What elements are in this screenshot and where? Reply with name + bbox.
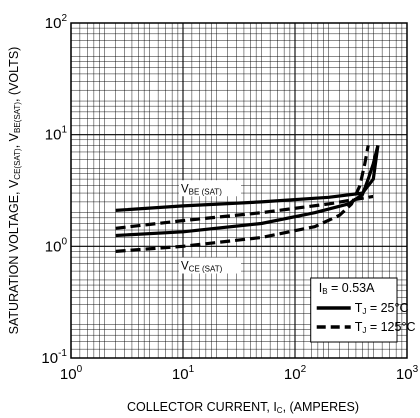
y-tick-exp: -1 [58,348,67,359]
y-axis-title-p2: , V [7,132,21,148]
legend-entry-125c: TJ = 125°C [355,320,416,335]
x-axis-title-sub: C [277,406,283,415]
plot-frame [70,22,408,359]
legend-condition-sub: B [322,287,327,296]
x-axis-title-tail: , (AMPERES) [283,400,359,414]
legend-background [310,277,398,343]
y-tick-base: 10 [41,350,58,367]
y-tick-label: 100 [45,236,68,255]
vce-sat-dashed-line [115,145,370,253]
x-tick-base: 10 [284,366,301,383]
y-tick-exp: 2 [61,13,67,24]
series-group [115,145,380,253]
y-tick-label: 101 [45,125,68,144]
legend-condition-main: I [319,281,322,295]
y-axis-title-s1: CE(SAT) [13,148,22,180]
y-tick-exp: 1 [61,125,67,136]
y-tick-label: 10-1 [41,348,67,367]
vbe-label-main: V [181,183,189,195]
x-tick-exp: 1 [189,364,195,375]
legend-entry-25c-main: T [355,301,363,315]
legend-entry-125c-tail: = 125°C [366,320,415,334]
vbe-sat-solid-line [115,145,380,212]
vce-label-sub: CE (SAT) [189,265,223,274]
y-axis-title-p1: SATURATION VOLTAGE, V [7,179,21,334]
x-tick-exp: 2 [301,364,307,375]
x-axis-title-main: COLLECTOR CURRENT, I [127,400,277,414]
legend: IB = 0.53A TJ = 25°C TJ = 125°C [310,277,416,343]
vbe-label-sub: BE (SAT) [189,187,223,196]
legend-condition: IB = 0.53A [319,281,375,296]
x-tick-exp: 0 [77,364,83,375]
legend-condition-tail: = 0.53A [328,281,376,295]
y-axis-title-p3: , (VOLTS) [7,47,21,102]
legend-entry-125c-sub: J [362,326,366,335]
legend-entry-25c-tail: = 25°C [366,301,408,315]
vce-sat-solid-line [115,145,380,238]
x-axis-title: COLLECTOR CURRENT, IC, (AMPERES) [127,400,359,415]
x-tick-label: 103 [396,364,419,383]
vce-sat-label: VCE (SAT) [181,261,223,274]
vce-label-main: V [181,261,189,273]
y-tick-base: 10 [45,15,62,32]
x-tick-exp: 3 [413,364,419,375]
x-tick-base: 10 [396,366,413,383]
legend-entry-25c-sub: J [362,307,366,316]
vbe-sat-dashed-line [115,194,374,230]
y-axis-title: SATURATION VOLTAGE, VCE(SAT), VBE(SAT), … [7,47,22,335]
y-tick-base: 10 [45,127,62,144]
y-axis-title-s2: BE(SAT) [13,102,22,133]
legend-entry-125c-main: T [355,320,363,334]
x-tick-label: 102 [284,364,307,383]
x-tick-base: 10 [172,366,189,383]
vbe-sat-label: VBE (SAT) [181,183,222,196]
x-tick-label: 100 [60,364,83,383]
y-tick-label: 102 [45,13,68,32]
legend-entry-25c: TJ = 25°C [355,301,409,316]
vce-label-background [179,257,241,274]
y-tick-base: 10 [45,238,62,255]
x-tick-label: 101 [172,364,195,383]
x-tick-base: 10 [60,366,77,383]
vbe-label-background [179,180,241,197]
y-tick-exp: 0 [61,236,67,247]
